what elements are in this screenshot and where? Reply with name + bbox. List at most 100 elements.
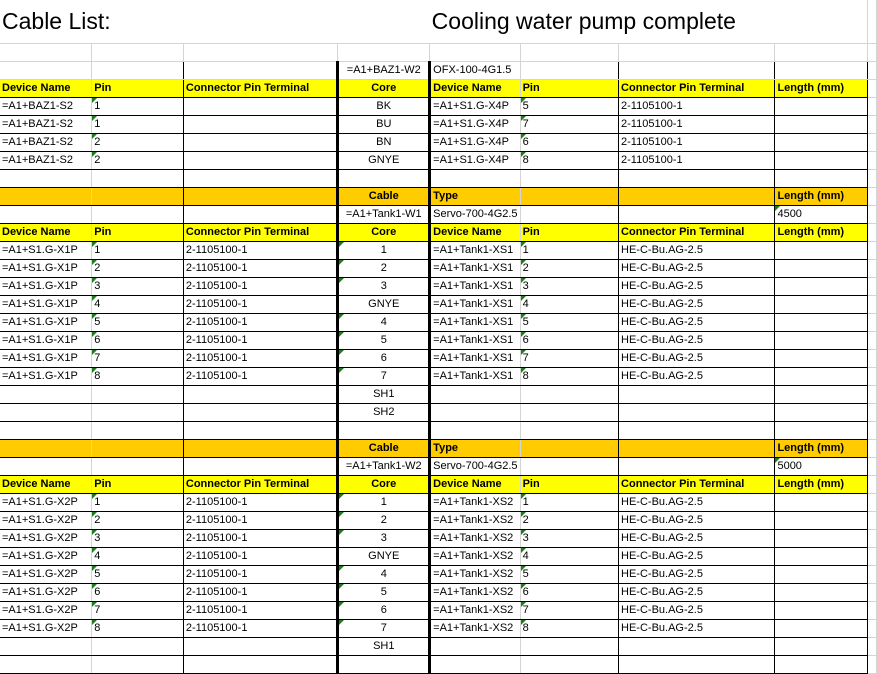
header-connector-2[interactable]: Connector Pin Terminal (618, 79, 776, 98)
core-cell[interactable]: SH1 (336, 637, 432, 656)
header-device-name[interactable]: Device Name (0, 79, 93, 98)
device-name-2-cell[interactable]: =A1+S1.G-X4P (429, 97, 521, 116)
cell-empty[interactable] (774, 655, 869, 674)
device-name-cell[interactable]: =A1+S1.G-X2P (0, 511, 93, 530)
connector-2-cell[interactable]: 2-1105100-1 (618, 151, 776, 170)
connector-cell[interactable]: 2-1105100-1 (183, 349, 339, 368)
length-cell[interactable] (774, 97, 869, 116)
connector-cell[interactable]: 2-1105100-1 (183, 331, 339, 350)
cell-empty[interactable] (867, 259, 877, 278)
connector-2-cell[interactable]: HE-C-Bu.AG-2.5 (618, 565, 776, 584)
device-name-cell[interactable]: =A1+BAZ1-S2 (0, 151, 93, 170)
pin-cell[interactable]: 1 (91, 493, 184, 512)
core-cell[interactable]: GNYE (336, 151, 432, 170)
cell-empty[interactable] (867, 655, 877, 674)
cell-empty[interactable] (867, 43, 877, 62)
connector-cell[interactable] (183, 385, 339, 404)
cell-empty[interactable] (867, 295, 877, 314)
connector-2-cell[interactable]: HE-C-Bu.AG-2.5 (618, 367, 776, 386)
length-cell[interactable] (774, 583, 869, 602)
connector-cell[interactable]: 2-1105100-1 (183, 601, 339, 620)
length-cell[interactable] (774, 349, 869, 368)
cell-empty[interactable] (336, 421, 432, 440)
cell-empty[interactable] (867, 97, 877, 116)
header-pin-2[interactable]: Pin (520, 223, 620, 242)
device-name-cell[interactable]: =A1+BAZ1-S2 (0, 133, 93, 152)
pin-cell[interactable] (91, 403, 184, 422)
connector-2-cell[interactable] (618, 385, 776, 404)
cell-empty[interactable] (520, 205, 620, 224)
device-name-cell[interactable] (0, 385, 93, 404)
connector-cell[interactable] (183, 97, 339, 116)
length-label[interactable]: Length (mm) (774, 187, 869, 206)
device-name-cell[interactable] (0, 403, 93, 422)
cell-empty[interactable] (336, 655, 432, 674)
core-cell[interactable]: 7 (336, 619, 432, 638)
cell-empty[interactable] (91, 457, 184, 476)
cell-empty[interactable] (0, 421, 93, 440)
cell-orange[interactable] (91, 439, 184, 458)
device-name-2-cell[interactable] (429, 637, 521, 656)
cell-orange[interactable] (0, 439, 93, 458)
device-name-cell[interactable]: =A1+BAZ1-S2 (0, 97, 93, 116)
header-length[interactable]: Length (mm) (774, 475, 869, 494)
pin-2-cell[interactable]: 6 (520, 583, 620, 602)
cable-label[interactable]: Cable (336, 187, 432, 206)
device-name-2-cell[interactable]: =A1+Tank1-XS1 (429, 313, 521, 332)
pin-cell[interactable]: 1 (91, 97, 184, 116)
title-cable-list[interactable]: Cable List: (0, 0, 338, 44)
cell-empty[interactable] (867, 115, 877, 134)
cell-empty[interactable] (183, 205, 339, 224)
cell-empty[interactable] (867, 475, 877, 494)
device-name-2-cell[interactable]: =A1+S1.G-X4P (429, 133, 521, 152)
cell-empty[interactable] (867, 439, 877, 458)
cell-empty[interactable] (867, 277, 877, 296)
device-name-2-cell[interactable] (429, 403, 521, 422)
length-cell[interactable] (774, 259, 869, 278)
cell-empty[interactable] (867, 583, 877, 602)
header-core[interactable]: Core (336, 223, 432, 242)
device-name-2-cell[interactable]: =A1+Tank1-XS2 (429, 583, 521, 602)
core-cell[interactable]: 3 (336, 529, 432, 548)
cell-empty[interactable] (0, 205, 93, 224)
header-connector-2[interactable]: Connector Pin Terminal (618, 475, 776, 494)
device-name-2-cell[interactable]: =A1+Tank1-XS2 (429, 601, 521, 620)
cell-empty[interactable] (774, 169, 869, 188)
cell-empty[interactable] (520, 457, 620, 476)
header-device-name-2[interactable]: Device Name (429, 79, 521, 98)
device-name-2-cell[interactable] (429, 385, 521, 404)
header-core[interactable]: Core (336, 475, 432, 494)
pin-cell[interactable]: 7 (91, 349, 184, 368)
title-spacer[interactable] (337, 0, 430, 44)
length-cell[interactable] (774, 511, 869, 530)
device-name-2-cell[interactable]: =A1+Tank1-XS1 (429, 331, 521, 350)
header-pin-2[interactable]: Pin (520, 475, 620, 494)
cell-empty[interactable] (0, 43, 93, 62)
cell-empty[interactable] (867, 565, 877, 584)
device-name-cell[interactable] (0, 637, 93, 656)
cell-empty[interactable] (867, 367, 877, 386)
cable-length[interactable]: 4500 (774, 205, 869, 224)
pin-2-cell[interactable]: 2 (520, 511, 620, 530)
cell-empty[interactable] (520, 61, 620, 80)
pin-2-cell[interactable]: 8 (520, 619, 620, 638)
cell-empty[interactable] (183, 43, 339, 62)
cell-empty[interactable] (867, 61, 877, 80)
connector-cell[interactable]: 2-1105100-1 (183, 493, 339, 512)
core-cell[interactable]: 1 (336, 493, 432, 512)
connector-cell[interactable]: 2-1105100-1 (183, 241, 339, 260)
cell-orange[interactable] (91, 187, 184, 206)
device-name-2-cell[interactable]: =A1+S1.G-X4P (429, 115, 521, 134)
pin-cell[interactable]: 8 (91, 367, 184, 386)
pin-cell[interactable]: 3 (91, 529, 184, 548)
length-cell[interactable] (774, 529, 869, 548)
pin-cell[interactable]: 5 (91, 565, 184, 584)
length-cell[interactable] (774, 619, 869, 638)
header-connector[interactable]: Connector Pin Terminal (183, 223, 339, 242)
cable-type[interactable]: OFX-100-4G1.5 (429, 61, 521, 80)
device-name-cell[interactable]: =A1+S1.G-X1P (0, 295, 93, 314)
cell-empty[interactable] (183, 421, 339, 440)
connector-2-cell[interactable]: HE-C-Bu.AG-2.5 (618, 295, 776, 314)
cell-empty[interactable] (867, 151, 877, 170)
pin-cell[interactable]: 2 (91, 133, 184, 152)
